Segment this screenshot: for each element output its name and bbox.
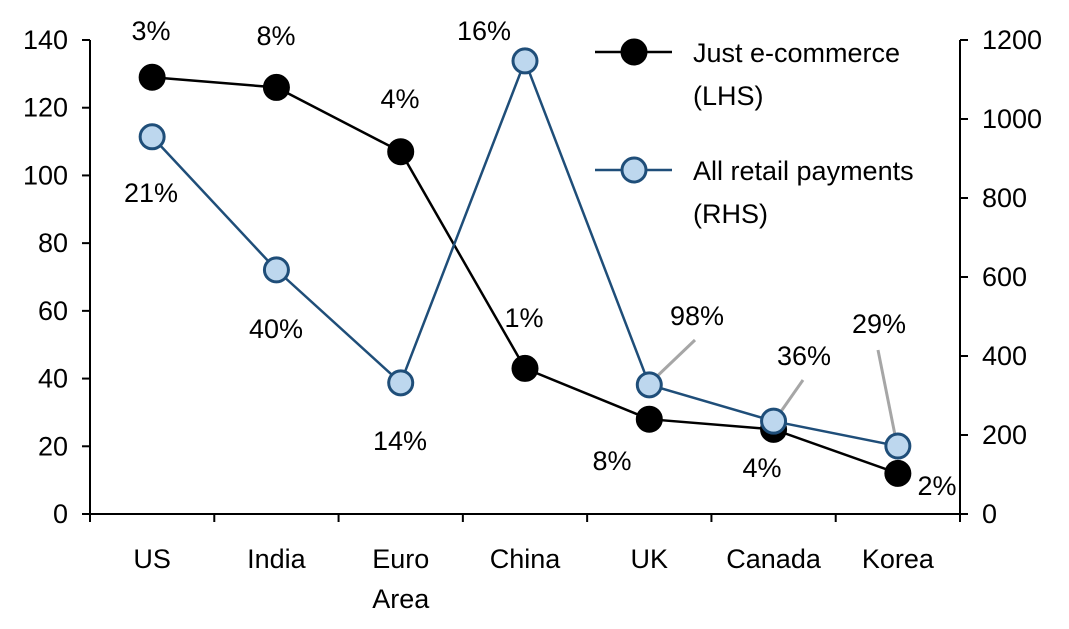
data-point-marker xyxy=(138,63,166,91)
data-label: 1% xyxy=(504,303,543,333)
legend-marker xyxy=(620,156,648,184)
left-axis-tick-label: 100 xyxy=(23,160,68,190)
data-label: 4% xyxy=(380,84,419,114)
series-line-just-ecommerce xyxy=(152,75,899,475)
x-axis-category-label: China xyxy=(490,544,562,574)
data-label: 16% xyxy=(457,16,511,46)
legend-label: (RHS) xyxy=(693,199,768,229)
data-point-marker xyxy=(760,407,788,435)
x-axis-category-label: Canada xyxy=(726,544,822,574)
data-point-marker xyxy=(262,73,290,101)
legend-label: Just e-commerce xyxy=(693,38,900,68)
left-axis-tick-label: 140 xyxy=(23,25,68,55)
data-label: 98% xyxy=(670,301,724,331)
x-axis-category-label: Korea xyxy=(862,544,935,574)
right-axis-tick-label: 200 xyxy=(982,420,1027,450)
data-point-marker xyxy=(884,459,912,487)
data-point-marker xyxy=(635,405,663,433)
left-axis-tick-label: 80 xyxy=(38,228,68,258)
series-line-all-retail-payments xyxy=(151,57,899,448)
data-label: 36% xyxy=(777,341,831,371)
data-point-marker xyxy=(387,138,415,166)
x-axis-category-label: Area xyxy=(372,584,430,614)
right-axis-tick-label: 1000 xyxy=(982,104,1042,134)
x-axis-category-label: Euro xyxy=(372,544,429,574)
data-point-marker xyxy=(511,47,539,75)
data-label: 29% xyxy=(852,309,906,339)
data-point-marker xyxy=(511,354,539,382)
legend-label: (LHS) xyxy=(693,81,764,111)
left-axis-tick-label: 20 xyxy=(38,431,68,461)
right-axis-tick-label: 0 xyxy=(982,499,997,529)
data-point-marker xyxy=(387,369,415,397)
data-point-marker xyxy=(635,371,663,399)
data-point-marker xyxy=(884,432,912,460)
data-label: 14% xyxy=(373,426,427,456)
data-label: 4% xyxy=(742,453,781,483)
data-point-marker xyxy=(138,123,166,151)
right-axis-tick-label: 1200 xyxy=(982,25,1042,55)
left-axis-tick-label: 120 xyxy=(23,93,68,123)
x-axis-category-label: UK xyxy=(631,544,669,574)
left-axis-tick-label: 40 xyxy=(38,364,68,394)
data-label: 21% xyxy=(124,178,178,208)
left-axis-tick-label: 60 xyxy=(38,296,68,326)
right-axis-tick-label: 600 xyxy=(982,262,1027,292)
right-axis-tick-label: 800 xyxy=(982,183,1027,213)
data-label: 8% xyxy=(592,446,631,476)
data-label: 8% xyxy=(256,21,295,51)
data-label-leader-line xyxy=(876,349,899,446)
right-axis-tick-label: 400 xyxy=(982,341,1027,371)
data-point-marker xyxy=(262,256,290,284)
data-label: 3% xyxy=(131,16,170,46)
data-label: 40% xyxy=(249,314,303,344)
x-axis-category-label: India xyxy=(247,544,307,574)
legend-label: All retail payments xyxy=(693,156,914,186)
x-axis-category-label: US xyxy=(133,544,171,574)
legend-marker xyxy=(620,38,648,66)
data-label: 2% xyxy=(917,471,956,501)
left-axis-tick-label: 0 xyxy=(53,499,68,529)
